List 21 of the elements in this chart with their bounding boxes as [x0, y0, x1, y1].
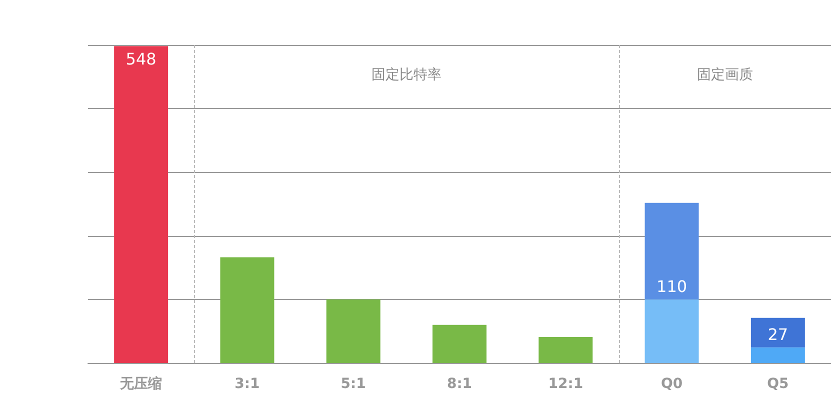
bar — [432, 324, 486, 363]
x-tick-label: 12:1 — [548, 376, 584, 392]
x-tick-label: 8:1 — [446, 376, 472, 392]
data-label: 27 — [768, 324, 788, 344]
x-tick-label: Q0 — [660, 376, 683, 392]
x-tick-label: Q5 — [767, 376, 789, 392]
bar — [750, 347, 805, 363]
annotation: 固定画质 — [696, 66, 753, 84]
bar — [114, 46, 168, 363]
bar — [326, 299, 380, 363]
bar — [220, 257, 274, 363]
annotation: 固定比特率 — [371, 66, 442, 84]
bar — [538, 336, 593, 363]
x-tick-label: 无压缩 — [119, 375, 162, 392]
data-label: 548 — [126, 50, 156, 69]
data-label: 110 — [656, 276, 688, 296]
x-tick-label: 5:1 — [340, 376, 366, 392]
bar — [644, 299, 699, 363]
x-tick-label: 3:1 — [234, 376, 260, 392]
bar — [644, 202, 699, 300]
bar — [750, 318, 805, 348]
